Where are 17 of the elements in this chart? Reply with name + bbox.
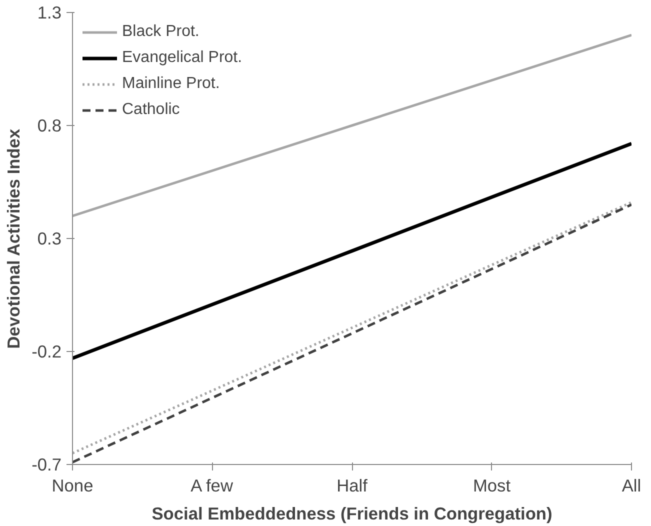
y-tick-label: -0.2 — [32, 342, 62, 362]
y-tick-label: 1.3 — [37, 2, 62, 22]
x-tick-label: Most — [472, 476, 511, 496]
x-tick-label: Half — [336, 476, 368, 496]
y-tick-label: -0.7 — [32, 454, 62, 474]
y-axis-title: Devotional Activities Index — [4, 128, 24, 349]
line-series — [72, 142, 632, 360]
legend-label: Mainline Prot. — [122, 75, 220, 93]
y-tick-label: 0.3 — [37, 228, 62, 248]
legend-label: Black Prot. — [122, 23, 200, 41]
x-tick-label: None — [52, 476, 94, 496]
legend-label: Catholic — [122, 101, 180, 119]
x-tick-label: A few — [190, 476, 234, 496]
legend-label: Evangelical Prot. — [122, 49, 242, 67]
y-tick-label: 0.8 — [37, 116, 62, 136]
x-tick-label: All — [622, 476, 642, 496]
x-axis-title: Social Embeddedness (Friends in Congregation) — [152, 504, 552, 524]
